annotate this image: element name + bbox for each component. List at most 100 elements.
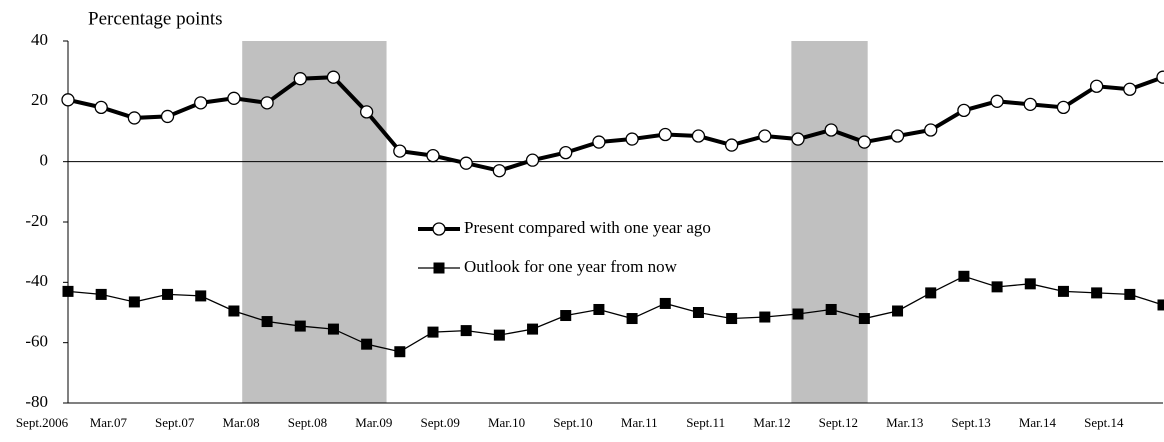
point <box>460 325 472 337</box>
x-tick-label: Sept.13 <box>951 415 990 430</box>
point <box>758 129 772 143</box>
x-tick-label: Sept.14 <box>1084 415 1124 430</box>
point <box>560 310 572 322</box>
point <box>95 288 107 300</box>
legend-marker <box>433 262 445 274</box>
point <box>857 135 872 149</box>
x-tick-label: Mar.10 <box>488 415 525 430</box>
point <box>1157 299 1164 311</box>
point <box>359 105 374 119</box>
x-tick-label: Sept.12 <box>819 415 858 430</box>
point <box>459 156 473 170</box>
point <box>659 297 671 309</box>
point <box>361 338 373 350</box>
x-tick-label: Sept.08 <box>288 415 327 430</box>
point <box>527 323 539 335</box>
point <box>990 94 1004 108</box>
point <box>593 303 605 315</box>
point <box>426 148 440 163</box>
x-tick-label: Sept.09 <box>420 415 459 430</box>
point <box>194 96 208 110</box>
x-tick-label: Mar.13 <box>886 415 923 430</box>
point <box>493 329 505 341</box>
point <box>195 290 207 302</box>
point <box>94 100 108 115</box>
point <box>824 123 838 137</box>
x-tick-label: Mar.08 <box>222 415 259 430</box>
x-tick-label: Sept.2006 <box>16 415 69 430</box>
point <box>759 311 771 323</box>
point <box>892 305 904 317</box>
point <box>525 153 540 167</box>
legend-label: Present compared with one year ago <box>464 218 711 237</box>
point <box>62 285 74 297</box>
point <box>228 305 240 317</box>
point <box>1024 278 1036 290</box>
point <box>726 313 738 325</box>
point <box>958 270 970 282</box>
point <box>691 129 706 143</box>
point <box>294 320 306 332</box>
point <box>1156 70 1164 84</box>
point <box>393 144 407 158</box>
point <box>326 70 341 84</box>
point <box>559 145 573 160</box>
point <box>1023 97 1037 111</box>
x-tick-label: Sept.07 <box>155 415 195 430</box>
point <box>692 307 704 318</box>
shaded-period <box>791 41 868 403</box>
x-tick-label: Mar.07 <box>90 415 128 430</box>
y-tick-label: 40 <box>31 30 48 49</box>
point <box>791 132 805 146</box>
legend-label: Outlook for one year from now <box>464 257 678 276</box>
point <box>957 103 971 118</box>
point <box>227 91 241 105</box>
point <box>1124 288 1136 300</box>
point <box>858 313 870 325</box>
point <box>128 296 140 308</box>
x-tick-label: Mar.12 <box>753 415 790 430</box>
x-tick-label: Mar.09 <box>355 415 392 430</box>
point <box>592 135 606 149</box>
point <box>162 288 174 300</box>
y-tick-label: -60 <box>25 332 48 351</box>
point <box>492 164 507 178</box>
point <box>127 111 142 125</box>
point <box>792 308 804 320</box>
point <box>825 303 837 315</box>
point <box>261 316 273 328</box>
point <box>1091 287 1103 299</box>
point <box>925 287 937 299</box>
point <box>1123 82 1137 96</box>
y-tick-label: 20 <box>31 90 48 109</box>
point <box>327 323 339 335</box>
point <box>1056 100 1071 115</box>
point <box>1089 79 1104 93</box>
y-tick-label: -40 <box>25 271 48 290</box>
point <box>293 72 307 86</box>
point <box>724 138 739 152</box>
point <box>924 123 938 137</box>
point <box>61 93 75 107</box>
point <box>890 129 905 143</box>
legend-marker <box>432 222 446 236</box>
series-line <box>67 275 1164 353</box>
x-tick-label: Sept.10 <box>553 415 592 430</box>
point <box>160 109 175 124</box>
x-tick-label: Mar.14 <box>1019 415 1057 430</box>
point <box>394 346 406 358</box>
point <box>625 132 639 146</box>
point <box>1057 285 1069 297</box>
point <box>991 281 1003 293</box>
point <box>260 96 274 110</box>
x-tick-label: Sept.11 <box>686 415 725 430</box>
y-tick-label: 0 <box>40 151 49 170</box>
x-tick-label: Mar.11 <box>621 415 658 430</box>
point <box>626 313 638 325</box>
point <box>658 127 672 142</box>
y-axis-label: Percentage points <box>88 8 223 29</box>
y-tick-label: -20 <box>25 211 48 230</box>
y-tick-label: -80 <box>25 392 48 411</box>
series-line <box>67 75 1164 173</box>
